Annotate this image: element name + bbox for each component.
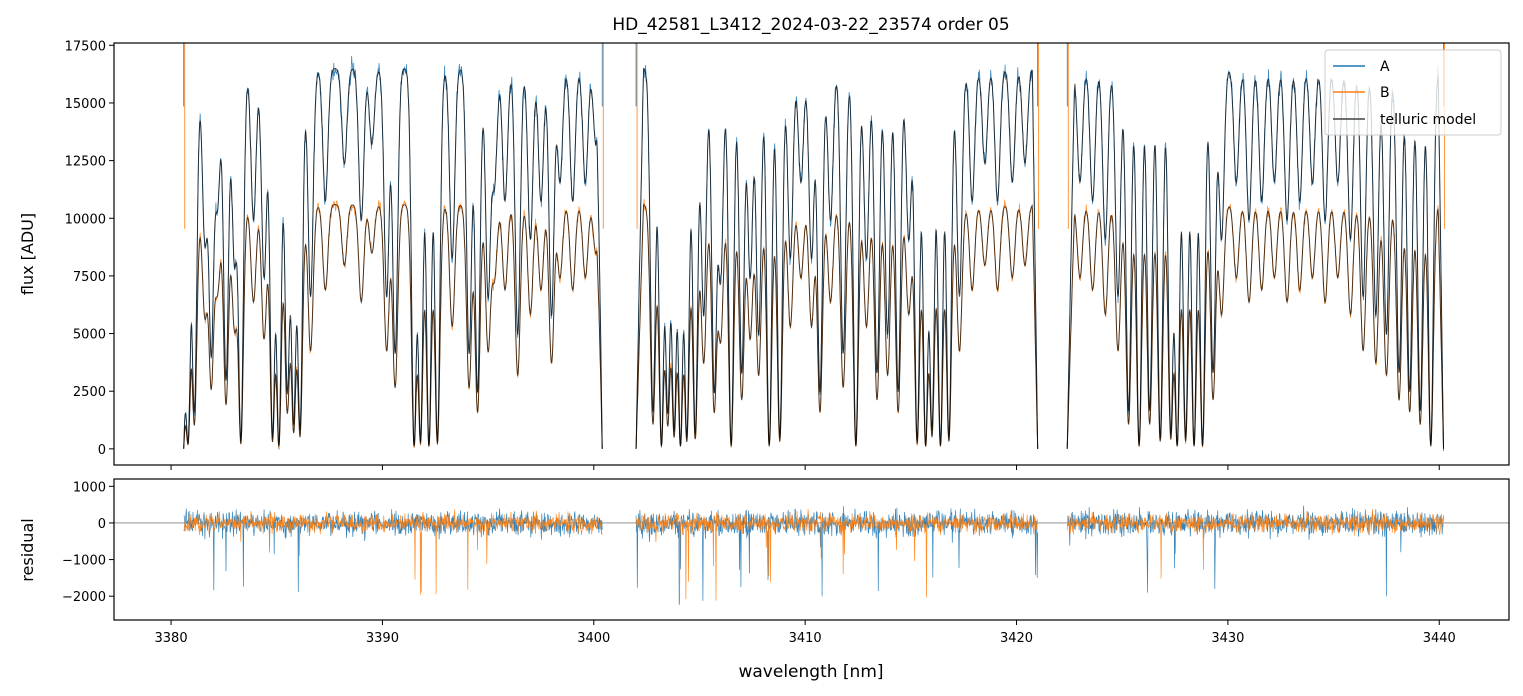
residual-b-line <box>635 509 1039 604</box>
telluric-model-line-b <box>1066 206 1444 449</box>
legend-label-b: B <box>1380 85 1390 101</box>
bottom-y-tick-label: −2000 <box>62 590 106 605</box>
bottom-x-tick-label: 3390 <box>366 631 399 646</box>
bottom-x-ticks: 3380 3390 3400 3410 3420 3430 3440 <box>155 620 1456 646</box>
top-y-tick-label: 7500 <box>73 270 106 285</box>
x-axis-label: wavelength [nm] <box>738 662 883 682</box>
legend: A B telluric model <box>1324 49 1502 136</box>
telluric-model-line <box>183 68 603 449</box>
bottom-x-tick-label: 3420 <box>1000 631 1033 646</box>
top-axes-frame <box>113 42 1510 466</box>
bottom-axes-frame <box>113 478 1510 621</box>
bottom-y-tick-label: −1000 <box>62 554 106 569</box>
legend-label-a: A <box>1380 59 1390 75</box>
bottom-y-tick-label: 1000 <box>73 480 106 495</box>
telluric-model-line-b <box>183 203 603 449</box>
top-panel: 0 2500 5000 7500 10000 12500 15000 17500 flux [… <box>18 39 1510 470</box>
top-y-axis-label: flux [ADU] <box>18 213 37 295</box>
residual-b-line <box>1066 509 1444 579</box>
bottom-plot-area <box>114 505 1509 606</box>
bottom-x-tick-label: 3410 <box>789 631 822 646</box>
legend-box <box>1324 49 1502 136</box>
telluric-model-line-b <box>635 203 1039 449</box>
legend-label-telluric: telluric model <box>1380 112 1476 128</box>
bottom-x-tick-label: 3440 <box>1423 631 1456 646</box>
top-plot-area <box>183 43 1445 452</box>
bottom-y-tick-label: 0 <box>98 517 106 532</box>
bottom-x-tick-label: 3430 <box>1211 631 1244 646</box>
top-x-ticks <box>170 465 1440 470</box>
top-y-tick-label: 12500 <box>65 155 106 170</box>
top-y-tick-label: 10000 <box>65 212 106 227</box>
top-y-tick-label: 2500 <box>73 385 106 400</box>
top-y-tick-label: 5000 <box>73 328 106 343</box>
bottom-x-tick-label: 3380 <box>155 631 188 646</box>
top-y-ticks: 0 2500 5000 7500 10000 12500 15000 17500 <box>65 39 114 458</box>
bottom-y-ticks: −2000 −1000 0 1000 <box>62 480 114 605</box>
chart-title: HD_42581_L3412_2024-03-22_23574 order 05 <box>612 15 1009 35</box>
bottom-x-tick-label: 3400 <box>577 631 610 646</box>
bottom-y-axis-label: residual <box>18 518 37 581</box>
top-y-tick-label: 15000 <box>65 97 106 112</box>
bottom-panel: −2000 −1000 0 1000 3380 3390 3400 3410 3420 3430… <box>18 478 1510 682</box>
residual-b-line <box>183 509 603 595</box>
telluric-model-line <box>635 67 1039 449</box>
top-y-tick-label: 17500 <box>65 39 106 54</box>
top-y-tick-label: 0 <box>98 443 106 458</box>
